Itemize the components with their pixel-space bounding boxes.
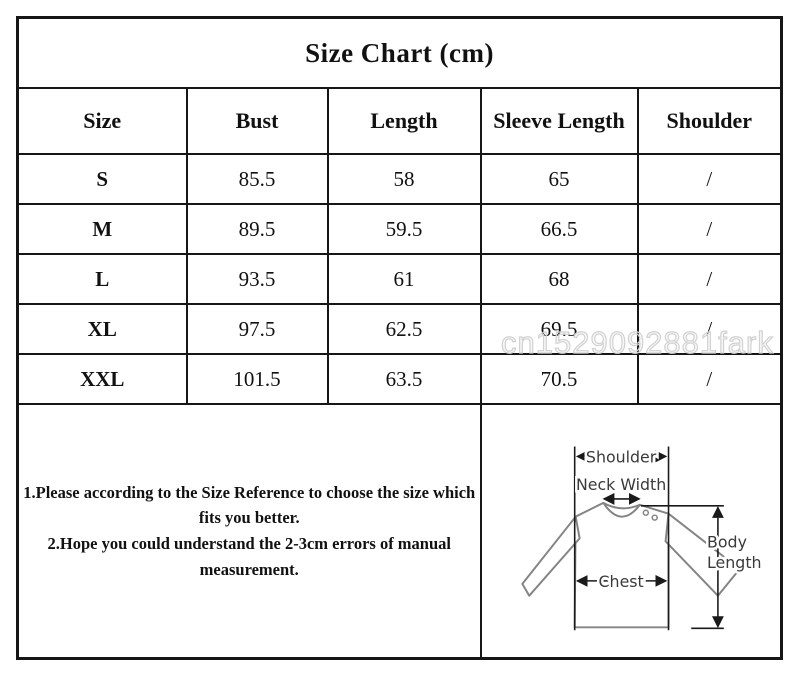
shoulder-cell: /: [636, 253, 783, 305]
length-cell: 62.5: [326, 303, 482, 355]
column-header-shoulder: Shoulder: [636, 87, 783, 155]
table-row-l: L 93.5 61 68 /: [16, 253, 783, 305]
shoulder-cell: /: [636, 353, 783, 405]
shirt-neckline: [603, 501, 641, 510]
shirt-left-sleeve: [521, 515, 581, 597]
sleeve-length-cell: 66.5: [479, 203, 639, 255]
size-cell: XL: [16, 303, 188, 355]
body-length-label-line2: Length: [707, 553, 762, 572]
size-cell: L: [16, 253, 188, 305]
shirt-measurement-diagram: Shoulder Neck Width Chest Body Length: [521, 445, 764, 631]
column-header-length: Length: [326, 87, 482, 155]
chest-label: Chest: [599, 572, 644, 591]
table-row-m: M 89.5 59.5 66.5 /: [16, 203, 783, 255]
bust-cell: 101.5: [185, 353, 329, 405]
shoulder-cell: /: [636, 203, 783, 255]
size-cell: XXL: [16, 353, 188, 405]
size-notes: 1.Please according to the Size Reference…: [16, 403, 482, 660]
bust-cell: 85.5: [185, 153, 329, 205]
length-cell: 59.5: [326, 203, 482, 255]
table-row-xl: XL 97.5 62.5 69.5 /: [16, 303, 783, 355]
length-cell: 63.5: [326, 353, 482, 405]
table-row-xxl: XXL 101.5 63.5 70.5 /: [16, 353, 783, 405]
shirt-button: [651, 514, 659, 521]
bust-cell: 93.5: [185, 253, 329, 305]
sleeve-length-cell: 65: [479, 153, 639, 205]
shirt-button: [642, 509, 650, 516]
measurement-lines: [574, 446, 725, 631]
bust-cell: 89.5: [185, 203, 329, 255]
sleeve-length-cell: 69.5: [479, 303, 639, 355]
shirt-body: [573, 501, 670, 629]
length-cell: 58: [326, 153, 482, 205]
title-row: Size Chart (cm): [16, 16, 783, 89]
length-cell: 61: [326, 253, 482, 305]
body-length-label-line1: Body: [707, 532, 747, 551]
size-cell: S: [16, 153, 188, 205]
bust-cell: 97.5: [185, 303, 329, 355]
shoulder-cell: /: [636, 303, 783, 355]
column-header-bust: Bust: [185, 87, 329, 155]
column-header-sleeve-length: Sleeve Length: [479, 87, 639, 155]
header-row: Size Bust Length Sleeve Length Shoulder: [16, 87, 783, 155]
shoulder-label: Shoulder: [586, 447, 657, 466]
measurement-diagram-cell: Shoulder Neck Width Chest Body Length: [479, 403, 783, 660]
shoulder-cell: /: [636, 153, 783, 205]
note-2: 2.Hope you could understand the 2-3cm er…: [47, 534, 452, 579]
size-cell: M: [16, 203, 188, 255]
chart-title: Size Chart (cm): [16, 16, 783, 89]
sleeve-length-cell: 70.5: [479, 353, 639, 405]
footer-row: 1.Please according to the Size Reference…: [16, 403, 783, 660]
column-header-size: Size: [16, 87, 188, 155]
note-1: 1.Please according to the Size Reference…: [23, 482, 476, 528]
table-row-s: S 85.5 58 65 /: [16, 153, 783, 205]
neck-width-label: Neck Width: [576, 475, 666, 494]
sleeve-length-cell: 68: [479, 253, 639, 305]
size-chart-table: Size Chart (cm) Size Bust Length Sleeve …: [16, 16, 784, 660]
